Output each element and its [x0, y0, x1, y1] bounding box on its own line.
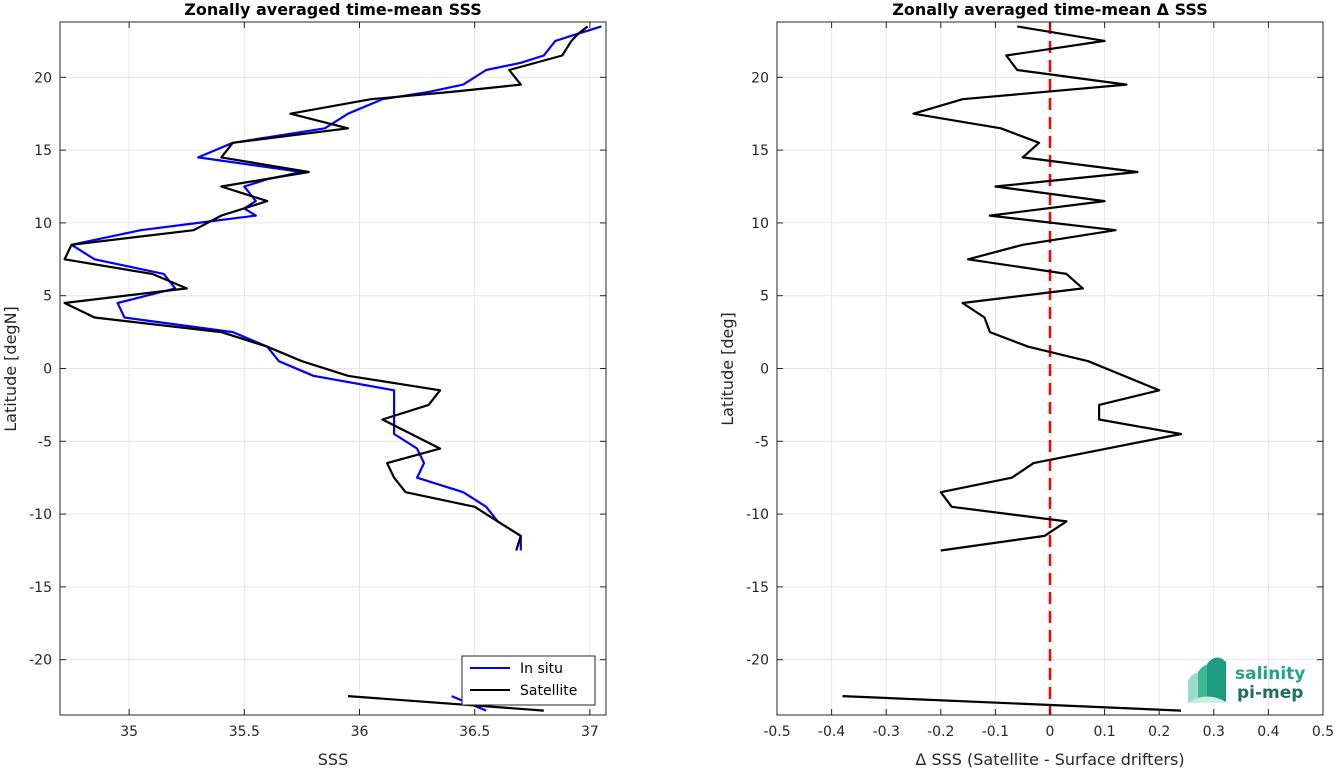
- left-chart-title: Zonally averaged time-mean SSS: [184, 0, 482, 19]
- left-y-tick-label: 0: [43, 362, 52, 378]
- right-x-tick-label: 0.4: [1257, 724, 1279, 740]
- right-y-tick-label: -10: [746, 507, 769, 523]
- right-y-tick-label: -5: [755, 434, 769, 450]
- left-y-tick-label: -10: [29, 507, 52, 523]
- left-grid: [60, 22, 606, 715]
- left-y-tick-label: 15: [34, 143, 52, 159]
- right-x-tick-label: 0.2: [1148, 724, 1170, 740]
- right-x-tick-label: -0.2: [927, 724, 954, 740]
- right-x-tick-label: 0.1: [1093, 724, 1115, 740]
- left-x-tick-label: 35: [120, 724, 138, 740]
- right-x-tick-label: 0.5: [1312, 724, 1334, 740]
- right-y-tick-label: 0: [760, 362, 769, 378]
- right-y-tick-label: 10: [751, 216, 769, 232]
- left-y-tick-label: 10: [34, 216, 52, 232]
- right-x-tick-label: -0.3: [873, 724, 900, 740]
- legend-label-in-situ: In situ: [520, 661, 563, 677]
- left-ticks: 35 35.5 36 36.5 37 -20 -15 -10 -5 0 5 10 15 20: [29, 22, 606, 740]
- left-y-tick-label: -20: [29, 653, 52, 669]
- legend: In situ Satellite: [461, 655, 596, 706]
- left-y-tick-label: 5: [43, 289, 52, 305]
- left-series-line-satellite-2: [347, 695, 544, 712]
- right-x-tick-label: 0: [1046, 724, 1055, 740]
- left-x-tick-label: 35.5: [229, 724, 260, 740]
- right-x-tick-label: -0.1: [982, 724, 1009, 740]
- right-y-tick-label: 15: [751, 143, 769, 159]
- right-y-tick-label: -15: [746, 580, 769, 596]
- salinity-pi-mep-logo: salinity pi-mep: [1188, 657, 1305, 703]
- right-chart-title: Zonally averaged time-mean Δ SSS: [892, 0, 1208, 19]
- right-x-axis-title: Δ SSS (Satellite - Surface drifters): [915, 750, 1184, 769]
- left-y-axis-title: Latitude [degN]: [1, 306, 20, 432]
- right-y-tick-label: 20: [751, 70, 769, 86]
- logo-wave-icon: [1188, 657, 1228, 703]
- left-x-tick-label: 36.5: [459, 724, 490, 740]
- right-series-line-series-1-2: [842, 695, 1182, 712]
- left-x-axis-title: SSS: [318, 750, 348, 769]
- right-x-tick-label: -0.5: [763, 724, 790, 740]
- left-y-tick-label: -15: [29, 580, 52, 596]
- right-series-layer: [842, 25, 1183, 712]
- legend-box: [461, 655, 596, 706]
- right-y-tick-label: -20: [746, 653, 769, 669]
- right-x-tick-label: 0.3: [1203, 724, 1225, 740]
- right-series-line-series-1-1: [912, 25, 1183, 552]
- left-chart: 35 35.5 36 36.5 37 -20 -15 -10 -5 0 5 10 15 20 Zonall…: [1, 0, 607, 769]
- legend-label-satellite: Satellite: [520, 683, 577, 699]
- left-x-tick-label: 36: [351, 724, 369, 740]
- logo-line-2: pi-mep: [1237, 683, 1303, 703]
- left-x-tick-label: 37: [581, 724, 599, 740]
- left-series-line-satellite-1: [63, 25, 589, 551]
- left-y-tick-label: 20: [34, 70, 52, 86]
- right-chart: -0.5 -0.4 -0.3 -0.2 -0.1 0 0.1 0.2 0.3 0.4 0.5 -20 -…: [718, 0, 1334, 769]
- left-series-layer: [63, 25, 602, 712]
- left-y-tick-label: -5: [38, 434, 52, 450]
- right-y-tick-label: 5: [760, 289, 769, 305]
- right-ticks: -0.5 -0.4 -0.3 -0.2 -0.1 0 0.1 0.2 0.3 0.4 0.5 -20 -…: [746, 22, 1334, 740]
- left-series-line-in-situ-1: [70, 25, 602, 551]
- logo-line-1: salinity: [1235, 664, 1305, 684]
- right-y-axis-title: Latitude [deg]: [718, 312, 737, 426]
- right-x-tick-label: -0.4: [818, 724, 845, 740]
